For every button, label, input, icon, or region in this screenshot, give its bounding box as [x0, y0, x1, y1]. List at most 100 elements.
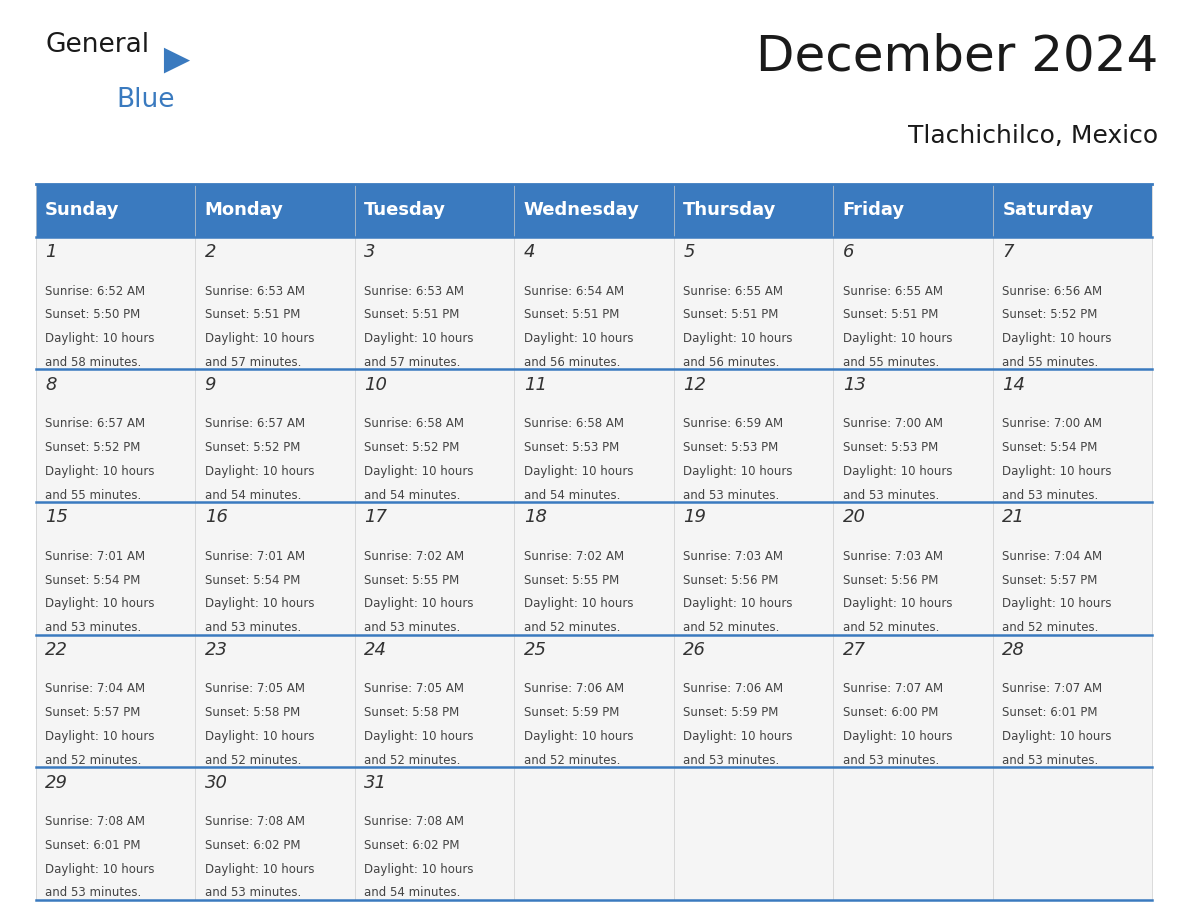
Bar [355, 369, 514, 502]
Text: and 55 minutes.: and 55 minutes. [45, 488, 141, 502]
Text: and 53 minutes.: and 53 minutes. [365, 621, 461, 634]
Text: Sunset: 5:51 PM: Sunset: 5:51 PM [842, 308, 939, 321]
Text: Sunset: 6:02 PM: Sunset: 6:02 PM [204, 839, 301, 852]
Text: Daylight: 10 hours: Daylight: 10 hours [365, 332, 474, 345]
Text: 13: 13 [842, 375, 866, 394]
Text: Daylight: 10 hours: Daylight: 10 hours [842, 465, 953, 478]
Text: Sunset: 5:53 PM: Sunset: 5:53 PM [683, 441, 778, 454]
Text: Sunrise: 7:00 AM: Sunrise: 7:00 AM [1003, 417, 1102, 431]
Text: Daylight: 10 hours: Daylight: 10 hours [1003, 598, 1112, 610]
Text: Sunset: 5:51 PM: Sunset: 5:51 PM [204, 308, 301, 321]
Text: and 57 minutes.: and 57 minutes. [365, 356, 461, 369]
Text: Sunset: 5:56 PM: Sunset: 5:56 PM [683, 574, 778, 587]
Text: Daylight: 10 hours: Daylight: 10 hours [365, 465, 474, 478]
Text: Sunset: 6:01 PM: Sunset: 6:01 PM [45, 839, 140, 852]
Text: Sunrise: 7:08 AM: Sunrise: 7:08 AM [45, 815, 145, 828]
Text: and 52 minutes.: and 52 minutes. [524, 621, 620, 634]
Text: 17: 17 [365, 509, 387, 526]
Bar [355, 767, 514, 900]
Text: 14: 14 [1003, 375, 1025, 394]
Text: Sunrise: 7:08 AM: Sunrise: 7:08 AM [365, 815, 465, 828]
Text: Daylight: 10 hours: Daylight: 10 hours [45, 730, 154, 743]
Text: Sunrise: 7:06 AM: Sunrise: 7:06 AM [683, 682, 783, 695]
Text: and 58 minutes.: and 58 minutes. [45, 356, 141, 369]
Text: 6: 6 [842, 243, 854, 262]
Text: Sunset: 5:51 PM: Sunset: 5:51 PM [524, 308, 619, 321]
Text: Sunrise: 7:02 AM: Sunrise: 7:02 AM [365, 550, 465, 563]
Text: 11: 11 [524, 375, 546, 394]
Bar [355, 634, 514, 767]
Text: Sunset: 5:50 PM: Sunset: 5:50 PM [45, 308, 140, 321]
Bar [36, 767, 195, 900]
Text: 15: 15 [45, 509, 68, 526]
Text: Sunset: 5:59 PM: Sunset: 5:59 PM [683, 706, 778, 719]
Text: and 52 minutes.: and 52 minutes. [842, 621, 940, 634]
Text: and 53 minutes.: and 53 minutes. [204, 621, 301, 634]
Text: Monday: Monday [204, 201, 284, 219]
Text: Daylight: 10 hours: Daylight: 10 hours [204, 332, 314, 345]
Text: 27: 27 [842, 641, 866, 659]
Text: and 53 minutes.: and 53 minutes. [204, 887, 301, 900]
Bar [833, 634, 993, 767]
Text: and 53 minutes.: and 53 minutes. [45, 621, 141, 634]
Bar [833, 369, 993, 502]
Text: Sunrise: 7:01 AM: Sunrise: 7:01 AM [204, 550, 305, 563]
Text: 7: 7 [1003, 243, 1013, 262]
Text: Sunset: 6:00 PM: Sunset: 6:00 PM [842, 706, 939, 719]
Text: Daylight: 10 hours: Daylight: 10 hours [204, 863, 314, 876]
Text: 19: 19 [683, 509, 707, 526]
Text: 5: 5 [683, 243, 695, 262]
Text: and 54 minutes.: and 54 minutes. [204, 488, 301, 502]
Text: and 53 minutes.: and 53 minutes. [45, 887, 141, 900]
Bar [36, 237, 195, 369]
Bar [195, 767, 355, 900]
Text: Sunset: 5:54 PM: Sunset: 5:54 PM [1003, 441, 1098, 454]
Text: Sunset: 5:53 PM: Sunset: 5:53 PM [524, 441, 619, 454]
Text: Sunrise: 6:55 AM: Sunrise: 6:55 AM [683, 285, 783, 297]
Text: Daylight: 10 hours: Daylight: 10 hours [45, 863, 154, 876]
Text: and 53 minutes.: and 53 minutes. [1003, 754, 1099, 767]
Text: Daylight: 10 hours: Daylight: 10 hours [365, 730, 474, 743]
Text: Sunrise: 7:00 AM: Sunrise: 7:00 AM [842, 417, 943, 431]
Bar [36, 634, 195, 767]
Text: Wednesday: Wednesday [524, 201, 639, 219]
Text: Sunrise: 7:05 AM: Sunrise: 7:05 AM [204, 682, 304, 695]
Text: Sunrise: 6:58 AM: Sunrise: 6:58 AM [524, 417, 624, 431]
Text: Sunrise: 7:06 AM: Sunrise: 7:06 AM [524, 682, 624, 695]
Text: Sunrise: 6:53 AM: Sunrise: 6:53 AM [204, 285, 304, 297]
Text: 9: 9 [204, 375, 216, 394]
Text: and 52 minutes.: and 52 minutes. [45, 754, 141, 767]
Text: Daylight: 10 hours: Daylight: 10 hours [365, 598, 474, 610]
Bar [993, 237, 1152, 369]
Text: Sunset: 5:57 PM: Sunset: 5:57 PM [1003, 574, 1098, 587]
Text: Daylight: 10 hours: Daylight: 10 hours [524, 730, 633, 743]
Text: Sunrise: 7:05 AM: Sunrise: 7:05 AM [365, 682, 465, 695]
Text: 10: 10 [365, 375, 387, 394]
Bar [514, 634, 674, 767]
Text: Sunset: 5:52 PM: Sunset: 5:52 PM [204, 441, 301, 454]
Bar [674, 237, 833, 369]
Text: Sunset: 5:57 PM: Sunset: 5:57 PM [45, 706, 140, 719]
Text: Sunset: 5:52 PM: Sunset: 5:52 PM [365, 441, 460, 454]
Bar [833, 237, 993, 369]
Text: Sunset: 5:58 PM: Sunset: 5:58 PM [204, 706, 299, 719]
Text: 18: 18 [524, 509, 546, 526]
Text: Daylight: 10 hours: Daylight: 10 hours [524, 332, 633, 345]
Text: Sunset: 6:01 PM: Sunset: 6:01 PM [1003, 706, 1098, 719]
Bar [833, 767, 993, 900]
Text: Daylight: 10 hours: Daylight: 10 hours [204, 598, 314, 610]
Text: Daylight: 10 hours: Daylight: 10 hours [842, 598, 953, 610]
Text: Sunset: 5:53 PM: Sunset: 5:53 PM [842, 441, 939, 454]
Text: Sunrise: 6:58 AM: Sunrise: 6:58 AM [365, 417, 465, 431]
Text: Sunrise: 7:03 AM: Sunrise: 7:03 AM [683, 550, 783, 563]
Bar [195, 237, 355, 369]
Bar [195, 634, 355, 767]
Text: Sunrise: 6:57 AM: Sunrise: 6:57 AM [45, 417, 145, 431]
Text: Daylight: 10 hours: Daylight: 10 hours [365, 863, 474, 876]
Bar [993, 767, 1152, 900]
Text: 20: 20 [842, 509, 866, 526]
Text: 22: 22 [45, 641, 68, 659]
Text: and 52 minutes.: and 52 minutes. [683, 621, 779, 634]
Bar [355, 237, 514, 369]
Text: Sunrise: 7:07 AM: Sunrise: 7:07 AM [842, 682, 943, 695]
